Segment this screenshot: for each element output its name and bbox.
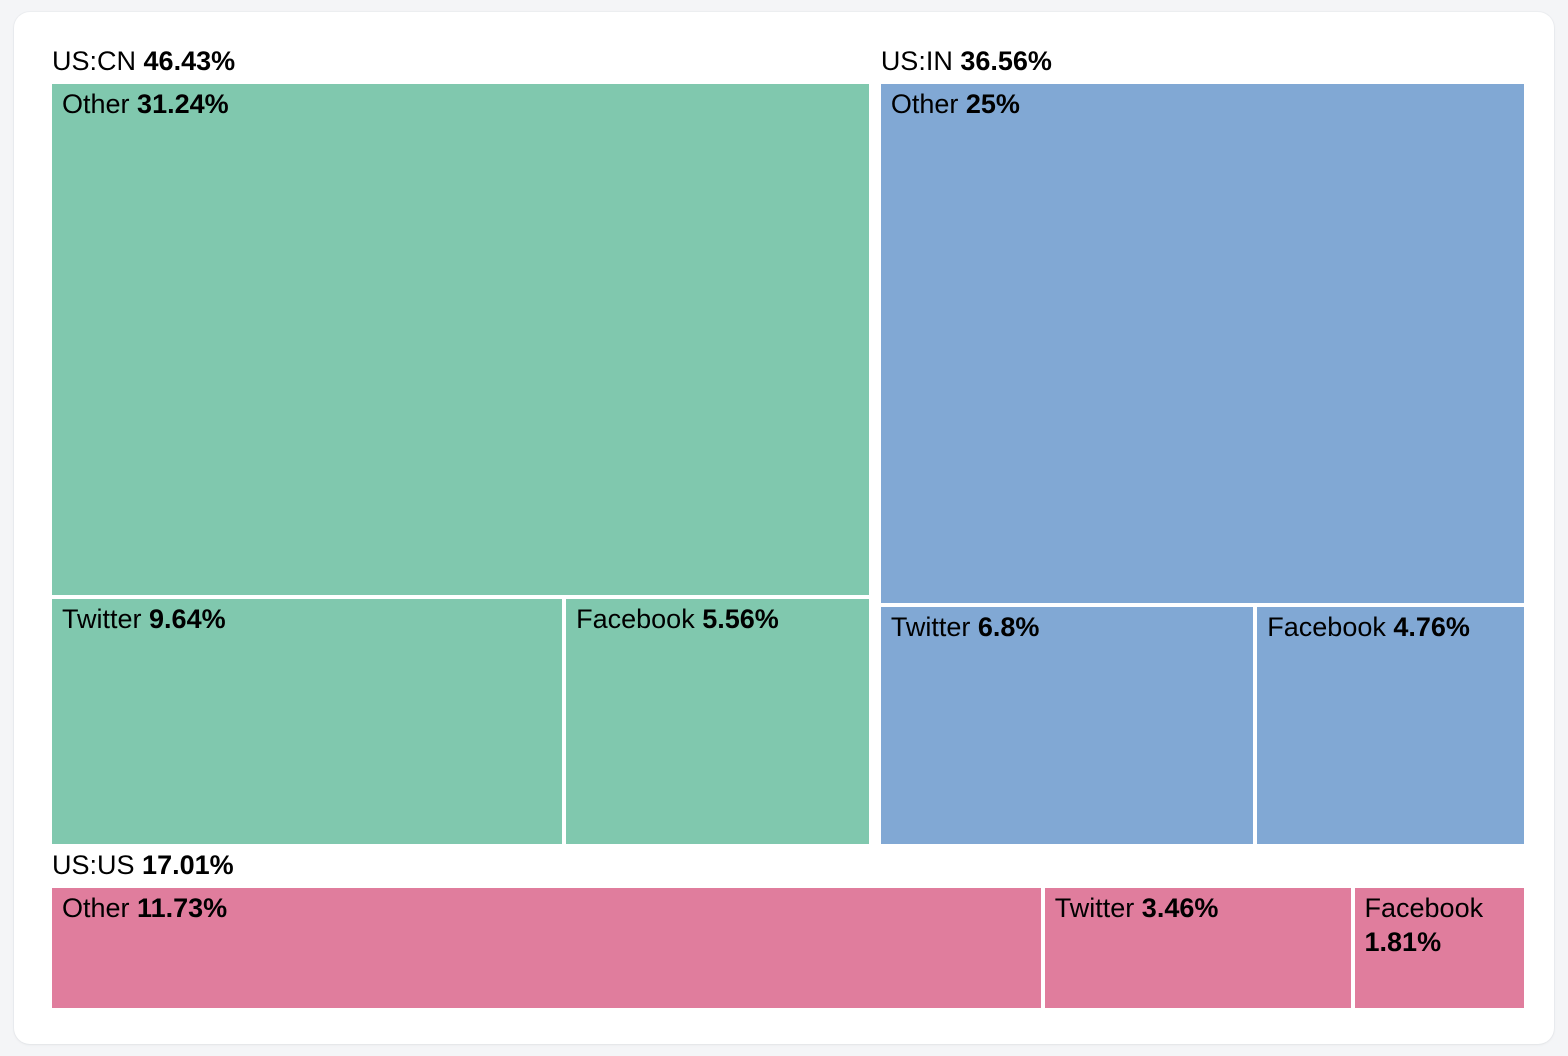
cell-value: 9.64% [149, 603, 226, 634]
cell-label: Other [62, 893, 130, 923]
group-label: US:US [52, 850, 135, 880]
group-value: 46.43% [143, 46, 236, 76]
group-label: US:IN [880, 46, 953, 76]
group-label: US:CN [52, 46, 137, 76]
group-subrow: Twitter 6.8% Facebook 4.76% [880, 606, 1524, 844]
treemap-chart: US:CN 46.43% Other 31.24% Twitter 9.64% … [52, 46, 1524, 1008]
cell-us-cn-facebook[interactable]: Facebook 5.56% [566, 598, 869, 844]
group-value: 17.01% [142, 850, 234, 880]
group-cells: Other 11.73% Twitter 3.46% Facebook 1.81… [52, 888, 1524, 1008]
cell-value: 31.24% [137, 89, 229, 119]
cell-label: Twitter [62, 603, 142, 634]
cell-value: 25% [965, 89, 1020, 119]
cell-value: 4.76% [1393, 611, 1470, 642]
cell-us-in-twitter[interactable]: Twitter 6.8% [880, 606, 1254, 844]
group-subrow: Twitter 9.64% Facebook 5.56% [52, 598, 869, 844]
cell-us-in-facebook[interactable]: Facebook 4.76% [1257, 606, 1524, 844]
group-header-us-us: US:US 17.01% [52, 850, 1524, 880]
treemap-top-row: US:CN 46.43% Other 31.24% Twitter 9.64% … [52, 46, 1524, 844]
group-cells: Other 31.24% Twitter 9.64% Facebook 5.56… [52, 84, 869, 844]
group-header-us-in: US:IN 36.56% [881, 46, 1524, 76]
cell-label: Facebook [576, 603, 695, 634]
cell-label: Twitter [890, 611, 971, 642]
treemap-group-us-in: US:IN 36.56% Other 25% Twitter 6.8% Face… [880, 46, 1524, 844]
cell-label: Other [890, 89, 959, 119]
treemap-group-us-cn: US:CN 46.43% Other 31.24% Twitter 9.64% … [52, 46, 869, 844]
cell-label: Facebook [1267, 611, 1386, 642]
cell-us-cn-twitter[interactable]: Twitter 9.64% [52, 598, 563, 844]
cell-us-in-other[interactable]: Other 25% [880, 84, 1524, 603]
group-cells: Other 25% Twitter 6.8% Facebook 4.76% [880, 84, 1524, 844]
cell-us-us-facebook[interactable]: Facebook 1.81% [1354, 888, 1524, 1008]
cell-value: 3.46% [1141, 893, 1219, 923]
cell-value: 1.81% [1364, 927, 1442, 957]
cell-value: 6.8% [977, 611, 1040, 642]
cell-label: Twitter [1054, 893, 1135, 923]
treemap-card: US:CN 46.43% Other 31.24% Twitter 9.64% … [14, 12, 1554, 1044]
group-header-us-cn: US:CN 46.43% [52, 46, 869, 76]
treemap-group-us-us: US:US 17.01% Other 11.73% Twitter 3.46% … [52, 850, 1524, 1008]
cell-label: Facebook [1364, 893, 1484, 923]
cell-value: 11.73% [137, 893, 228, 923]
cell-us-cn-other[interactable]: Other 31.24% [52, 84, 869, 595]
cell-us-us-other[interactable]: Other 11.73% [52, 888, 1041, 1008]
cell-us-us-twitter[interactable]: Twitter 3.46% [1044, 888, 1351, 1008]
cell-label: Other [62, 89, 130, 119]
group-value: 36.56% [960, 46, 1052, 76]
cell-value: 5.56% [702, 603, 779, 634]
